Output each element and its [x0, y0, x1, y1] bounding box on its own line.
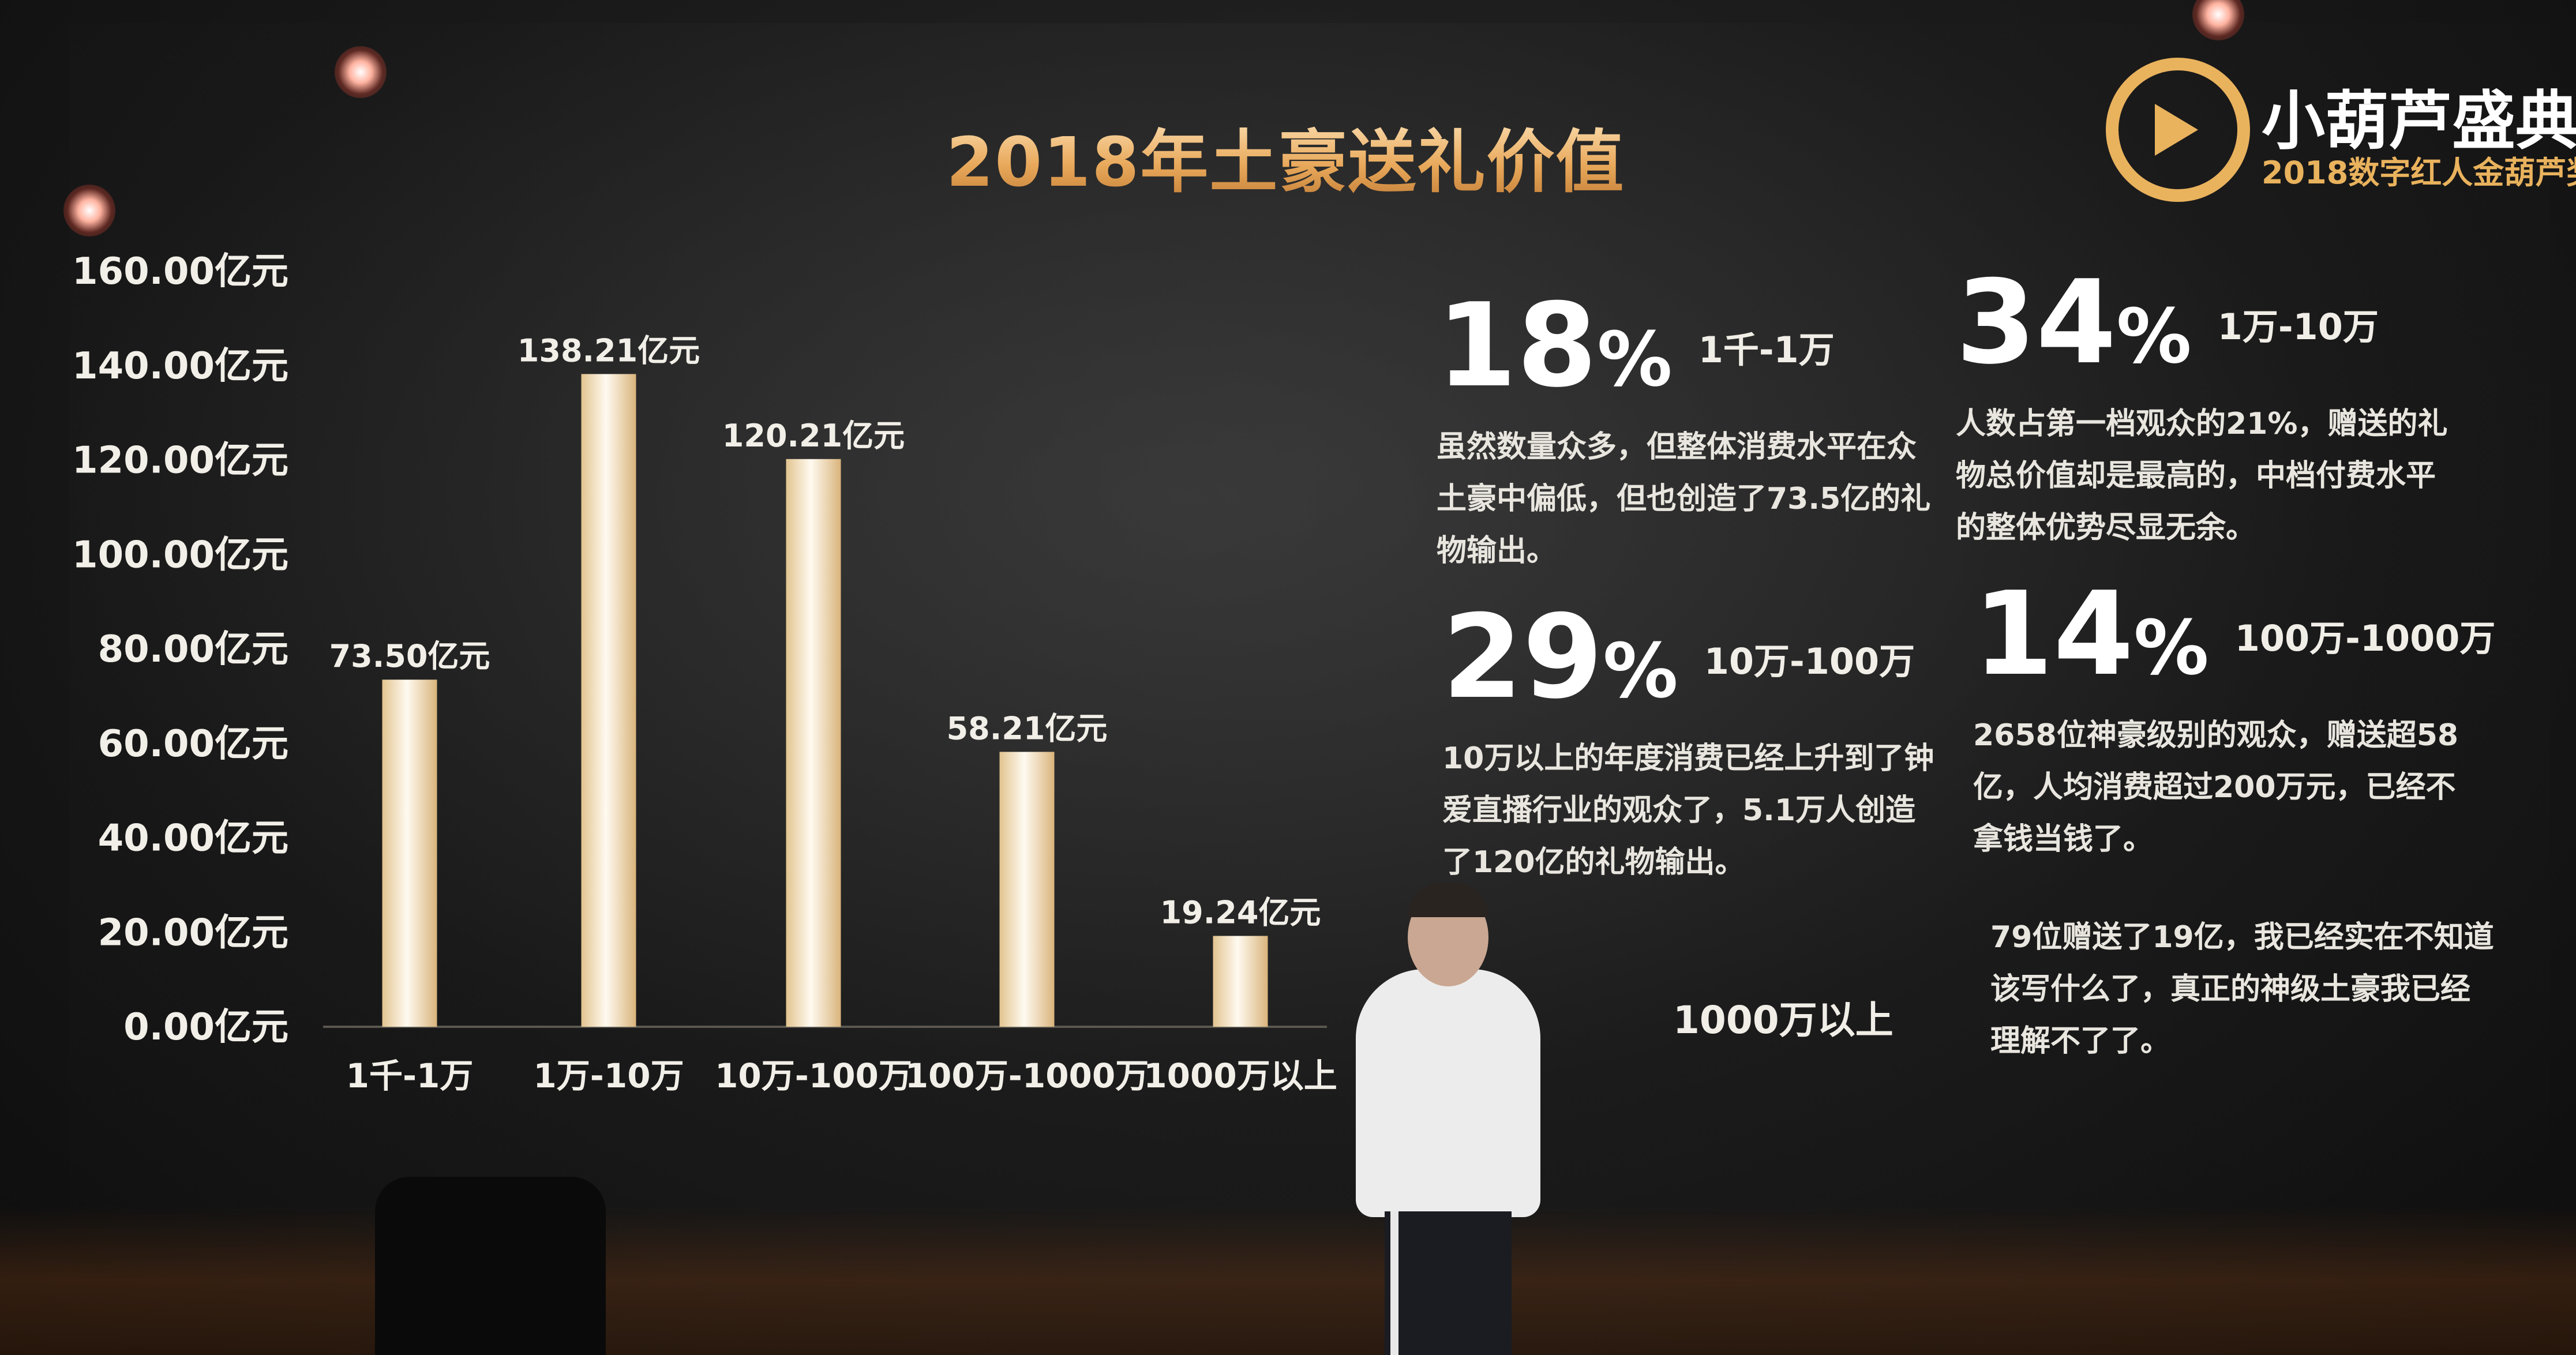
chart-title: 2018年土豪送礼价值 [946, 107, 1625, 205]
speaker-pants-stripe [1390, 1211, 1398, 1355]
bar [786, 459, 841, 1027]
stat-range: 10万-100万 [1704, 640, 1915, 682]
stat-percent: 18% [1437, 279, 1673, 413]
bar [999, 752, 1055, 1027]
y-tick-label: 60.00亿元 [98, 723, 288, 765]
stat-range: 100万-1000万 [2234, 617, 2496, 659]
stat-block-1: 18% 1千-1万 虽然数量众多，但整体消费水平在众土豪中偏低，但也创造了73.… [1437, 288, 1933, 577]
data-label: 120.21亿元 [722, 418, 905, 454]
stat-percent: 34% [1956, 256, 2192, 390]
projection-screen [69, 23, 2550, 1211]
stat-description: 虽然数量众多，但整体消费水平在众土豪中偏低，但也创造了73.5亿的礼物输出。 [1437, 430, 1931, 568]
event-logo: 小葫芦盛典 2018数字红人金葫芦奖 [2100, 46, 2576, 219]
y-tick-label: 140.00亿元 [72, 345, 288, 388]
y-tick-label: 160.00亿元 [72, 250, 288, 293]
stat-description: 2658位神豪级别的观众，赠送超58亿，人均消费超过200万元，已经不拿钱当钱了… [1973, 718, 2459, 857]
stat-description-5: 79位赠送了19亿，我已经实在不知道该写什么了，真正的神级土豪我已经理解不了了。 [1990, 920, 2494, 1059]
y-tick-label: 100.00亿元 [72, 534, 288, 576]
speaker-hoodie [1356, 969, 1540, 1217]
logo-subtitle: 2018数字红人金葫芦奖 [2262, 155, 2576, 191]
data-label: 58.21亿元 [947, 710, 1108, 746]
stage-light [335, 46, 387, 98]
y-tick-label: 80.00亿元 [98, 628, 288, 671]
speaker [1344, 883, 1552, 1355]
bar [382, 680, 437, 1027]
stat-range: 1万-10万 [2217, 306, 2379, 348]
bar [581, 374, 636, 1027]
camera-operator [375, 1177, 606, 1355]
stat-block-2: 34% 1万-10万 人数占第一档观众的21%，赠送的礼物总价值却是最高的，中档… [1956, 265, 2452, 554]
stat-range: 1千-1万 [1698, 329, 1835, 371]
stage-light [63, 185, 115, 237]
y-tick-label: 120.00亿元 [72, 440, 288, 482]
stage-light [2192, 0, 2244, 40]
y-tick-label: 20.00亿元 [98, 911, 288, 954]
stat-block-3: 29% 10万-100万 10万以上的年度消费已经上升到了钟爱直播行业的观众了，… [1442, 600, 1938, 888]
data-label: 138.21亿元 [518, 332, 700, 369]
data-label: 73.50亿元 [329, 638, 490, 674]
x-tick-label: 1000万以上 [1143, 1056, 1337, 1095]
y-axis: 0.00亿元 20.00亿元 40.00亿元 60.00亿元 80.00亿元 100.00… [72, 250, 288, 1049]
bars: 73.50亿元 1千-1万 138.21亿元 1万-10万 120.21亿元 10万-10… [329, 332, 1337, 1095]
stat-block-4: 14% 100万-1000万 2658位神豪级别的观众，赠送超58亿，人均消费超… [1973, 577, 2495, 865]
stat-percent: 29% [1442, 590, 1678, 725]
bar [1213, 936, 1268, 1027]
x-tick-label: 10万-100万 [715, 1056, 912, 1095]
x-tick-label: 100万-1000万 [905, 1056, 1149, 1095]
stat-description: 人数占第一档观众的21%，赠送的礼物总价值却是最高的，中档付费水平的整体优势尽显… [1956, 407, 2448, 545]
stat-percent: 14% [1973, 567, 2209, 701]
x-tick-label: 1千-1万 [346, 1056, 474, 1095]
stat-description: 10万以上的年度消费已经上升到了钟爱直播行业的观众了，5.1万人创造了120亿的… [1442, 741, 1934, 880]
y-tick-label: 0.00亿元 [123, 1006, 288, 1049]
x-tick-label: 1万-10万 [533, 1056, 684, 1095]
data-label: 19.24亿元 [1160, 894, 1321, 930]
logo-name: 小葫芦盛典 [2262, 84, 2576, 158]
stat-range-5: 1000万以上 [1673, 998, 1893, 1042]
y-tick-label: 40.00亿元 [98, 817, 288, 860]
speaker-pants [1385, 1211, 1512, 1355]
play-icon [2155, 104, 2198, 156]
